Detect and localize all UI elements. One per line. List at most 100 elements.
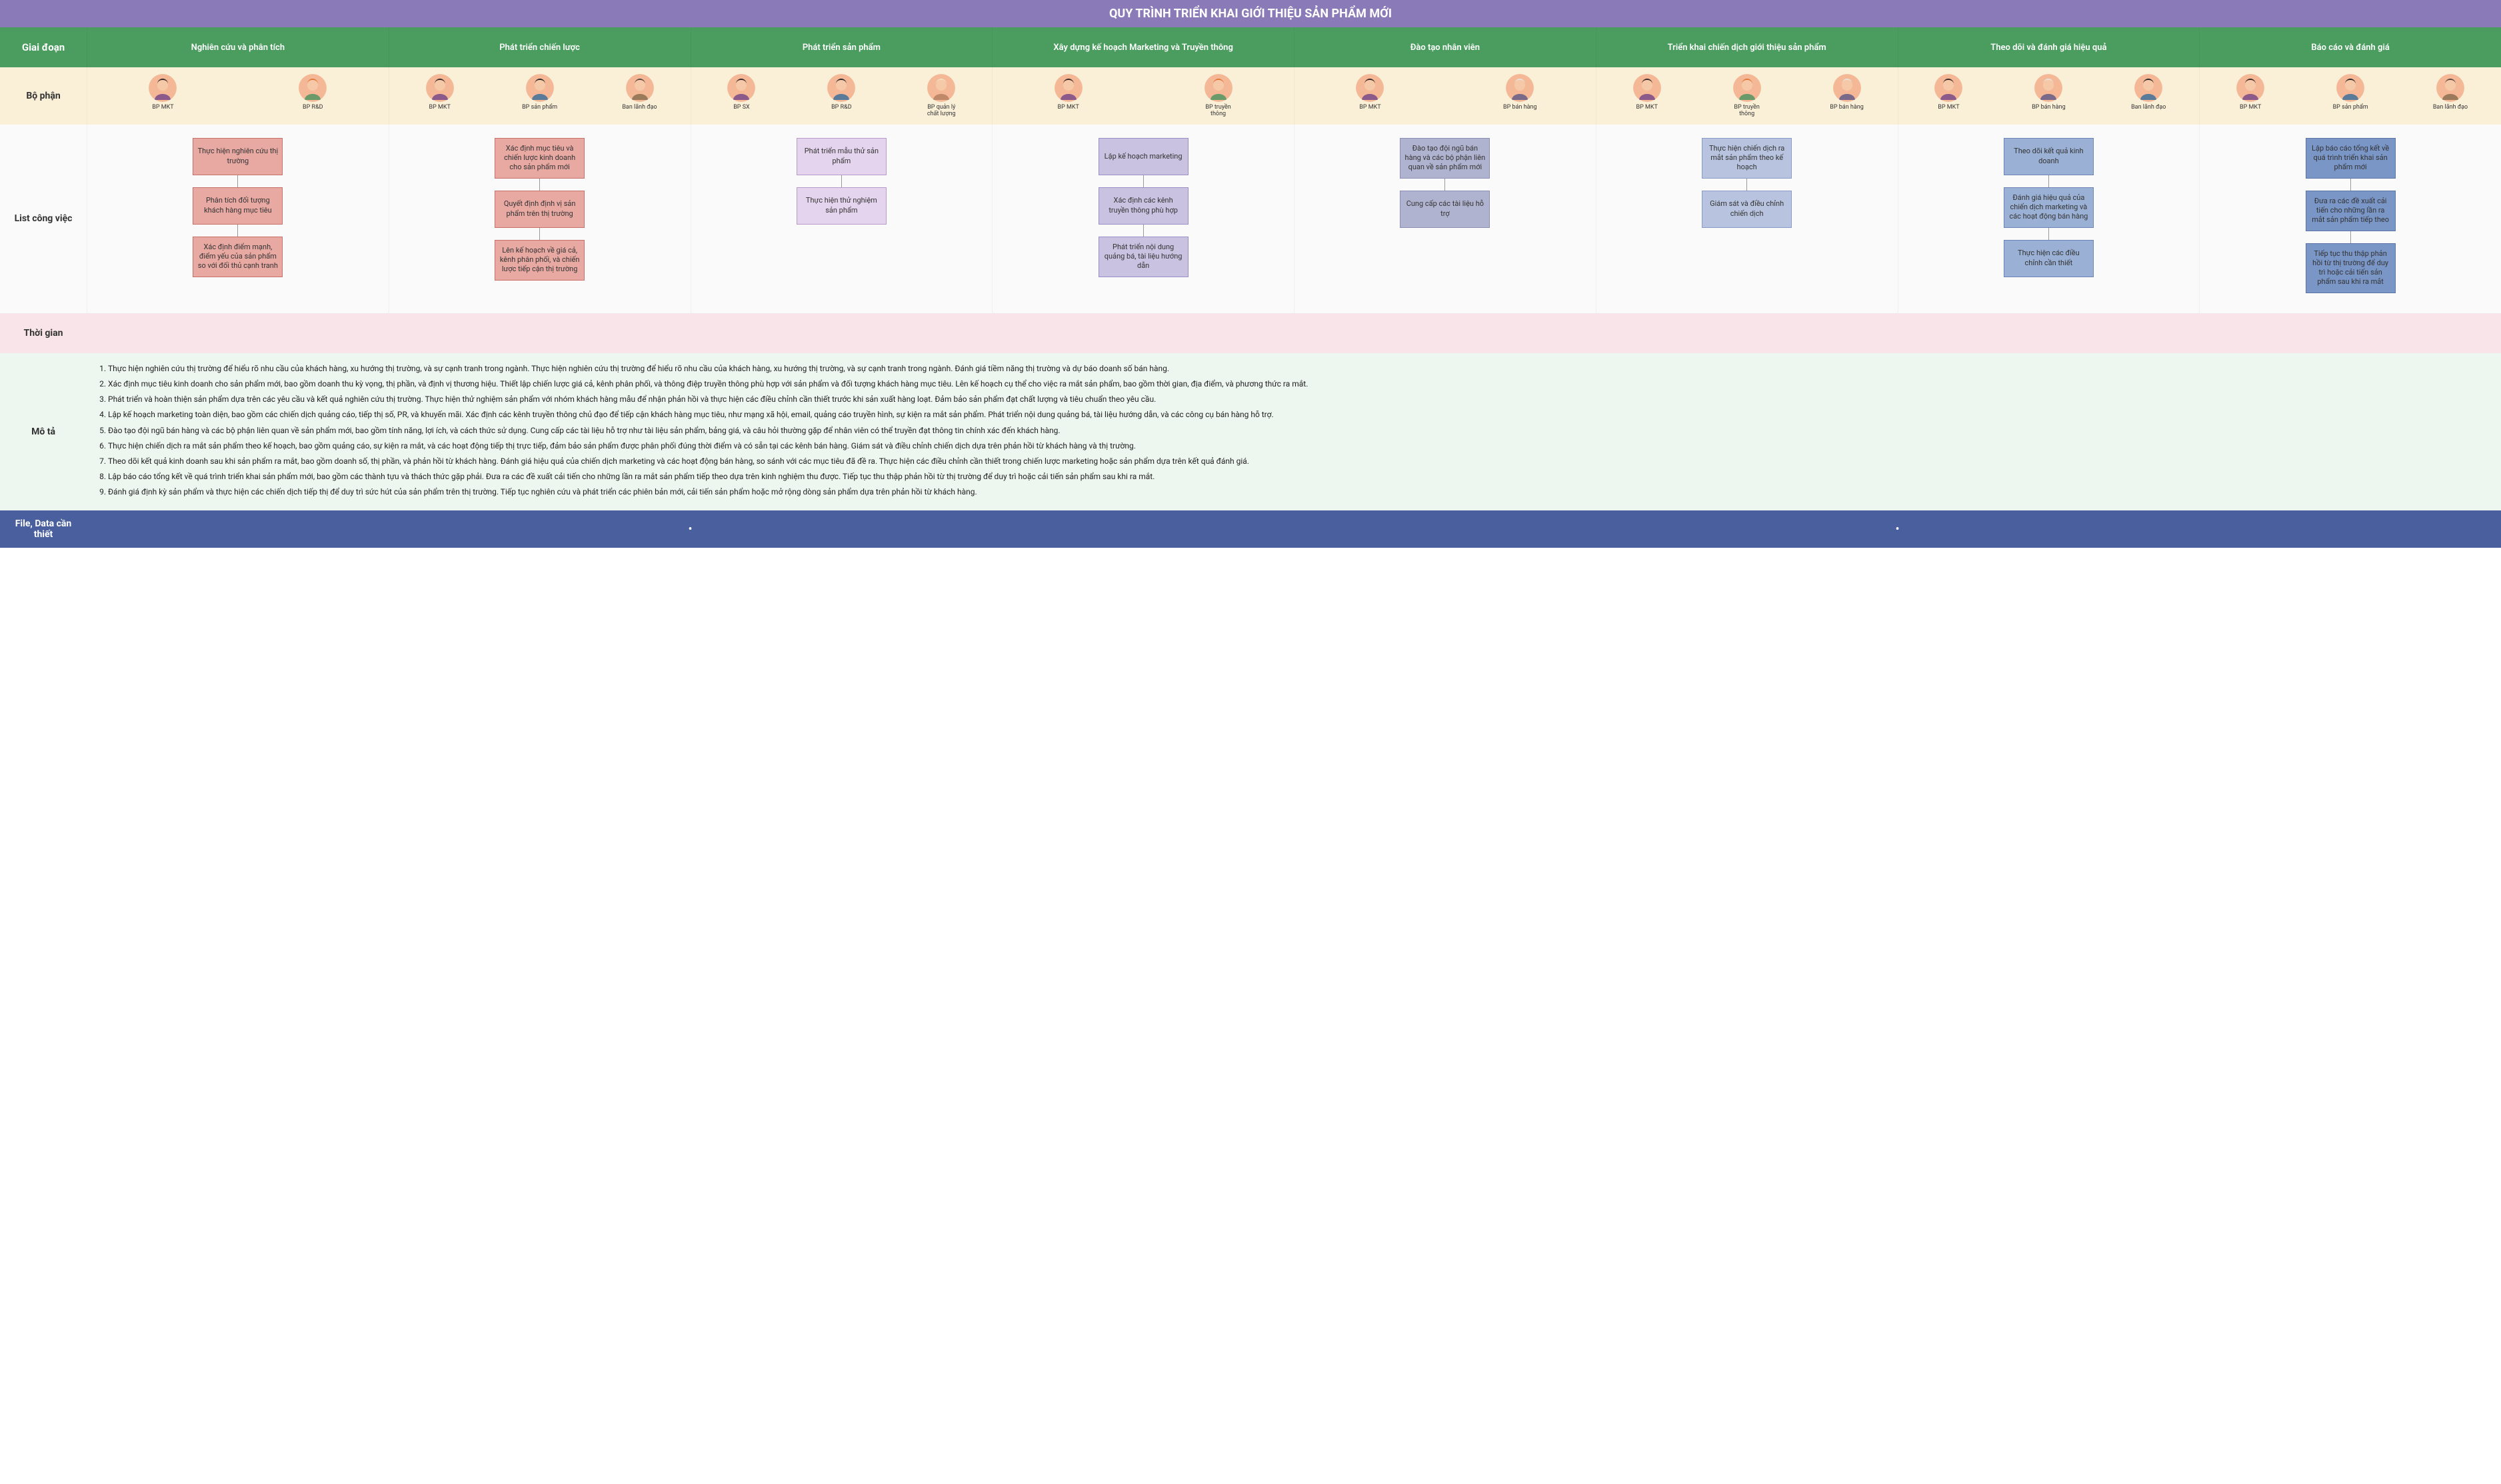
dept-label: BP MKT xyxy=(1359,105,1380,111)
avatar-icon xyxy=(426,74,454,102)
description-item: Lập kế hoạch marketing toàn diện, bao gồ… xyxy=(108,408,2488,421)
stage-header: Nghiên cứu và phân tích xyxy=(87,27,389,67)
dept-avatar: BP MKT xyxy=(1049,74,1089,111)
tasks-cell: Đào tạo đội ngũ bán hàng và các bộ phận … xyxy=(1294,125,1596,313)
tasks-cell: Theo dõi kết quả kinh doanhĐánh giá hiệu… xyxy=(1898,125,2200,313)
task-box: Thực hiện các điều chỉnh cần thiết xyxy=(2004,240,2094,277)
connector-line xyxy=(539,228,540,240)
dept-label: BP MKT xyxy=(1636,105,1658,111)
dept-label: BP truyền thông xyxy=(1199,105,1239,118)
connector-line xyxy=(1746,179,1747,191)
avatar-icon xyxy=(2134,74,2162,102)
avatar-icon xyxy=(1934,74,1962,102)
dept-avatar: Ban lãnh đạo xyxy=(2430,74,2470,111)
dept-avatar: BP R&D xyxy=(293,74,333,111)
stage-header: Xây dựng kế hoạch Marketing và Truyền th… xyxy=(992,27,1294,67)
task-box: Thực hiện nghiên cứu thị trường xyxy=(193,138,283,175)
dept-label: BP MKT xyxy=(1938,105,1959,111)
row-label-dept: Bộ phận xyxy=(0,67,87,125)
avatar-icon xyxy=(626,74,654,102)
tasks-cell: Thực hiện chiến dịch ra mắt sản phẩm the… xyxy=(1596,125,1898,313)
task-box: Phát triển mẫu thử sản phẩm xyxy=(797,138,887,175)
connector-line xyxy=(1143,175,1144,187)
dept-cell: BP MKT BP sản phẩm Ban lãnh đạo xyxy=(2199,67,2501,125)
avatar-icon xyxy=(1055,74,1083,102)
row-label-time: Thời gian xyxy=(0,313,87,353)
tasks-cell: Phát triển mẫu thử sản phẩm Thực hiện thử… xyxy=(691,125,993,313)
dept-cell: BP MKT BP sản phẩm Ban lãnh đạo xyxy=(389,67,691,125)
time-row: Thời gian xyxy=(0,313,2501,353)
stage-header: Phát triển chiến lược xyxy=(389,27,691,67)
dept-label: BP MKT xyxy=(152,105,173,111)
stage-header: Đào tạo nhân viên xyxy=(1294,27,1596,67)
tasks-row: List công việc Thực hiện nghiên cứu thị … xyxy=(0,125,2501,313)
task-box: Đào tạo đội ngũ bán hàng và các bộ phận … xyxy=(1400,138,1490,179)
avatar-icon xyxy=(526,74,554,102)
avatar-icon xyxy=(1633,74,1661,102)
avatar-icon xyxy=(727,74,755,102)
files-row: File, Data cần thiết •• xyxy=(0,510,2501,548)
dept-avatar: BP SX xyxy=(721,74,761,111)
process-diagram: QUY TRÌNH TRIỂN KHAI GIỚI THIỆU SẢN PHẨM… xyxy=(0,0,2501,548)
dept-label: BP sản phẩm xyxy=(2333,105,2368,111)
task-box: Cung cấp các tài liệu hỗ trợ xyxy=(1400,191,1490,228)
connector-line xyxy=(2350,179,2351,191)
connector-line xyxy=(237,175,238,187)
description-list: Thực hiện nghiên cứu thị trường để hiểu … xyxy=(93,363,2488,499)
description-item: Thực hiện chiến dịch ra mắt sản phẩm the… xyxy=(108,440,2488,452)
task-box: Đưa ra các đề xuất cải tiến cho những lầ… xyxy=(2306,191,2396,231)
dept-label: BP MKT xyxy=(1057,105,1079,111)
row-label-files: File, Data cần thiết xyxy=(0,510,87,548)
dept-label: BP bán hàng xyxy=(2032,105,2066,111)
dept-avatar: BP MKT xyxy=(2230,74,2270,111)
avatar-icon xyxy=(1733,74,1761,102)
task-box: Quyết định định vị sản phẩm trên thị trư… xyxy=(495,191,585,228)
avatar-icon xyxy=(827,74,855,102)
task-box: Giám sát và điều chỉnh chiến dịch xyxy=(1702,191,1792,228)
dept-label: BP bán hàng xyxy=(1830,105,1864,111)
task-box: Theo dõi kết quả kinh doanh xyxy=(2004,138,2094,175)
dept-cell: BP MKT BP truyền thông xyxy=(992,67,1294,125)
description-item: Phát triển và hoàn thiện sản phẩm dựa tr… xyxy=(108,393,2488,406)
dept-avatar: BP sản phẩm xyxy=(2330,74,2370,111)
avatar-icon xyxy=(2034,74,2062,102)
stage-header: Triển khai chiến dịch giới thiệu sản phẩ… xyxy=(1596,27,1898,67)
avatar-icon xyxy=(2336,74,2364,102)
tasks-cell: Thực hiện nghiên cứu thị trường Phân tích… xyxy=(87,125,389,313)
dept-cell: BP MKT BP truyền thông BP bán hàng xyxy=(1596,67,1898,125)
desc-row: Mô tả Thực hiện nghiên cứu thị trường để… xyxy=(0,353,2501,511)
connector-line xyxy=(1444,179,1445,191)
task-box: Thực hiện thử nghiệm sản phẩm xyxy=(797,187,887,225)
dept-avatar: BP MKT xyxy=(1627,74,1667,111)
dept-label: BP SX xyxy=(733,105,750,111)
dept-label: Ban lãnh đạo xyxy=(2433,105,2468,111)
dept-avatar: BP MKT xyxy=(1350,74,1390,111)
dept-avatar: BP truyền thông xyxy=(1199,74,1239,118)
row-label-tasks: List công việc xyxy=(0,125,87,313)
description-item: Lập báo cáo tổng kết về quá trình triển … xyxy=(108,470,2488,483)
task-box: Phát triển nội dung quảng bá, tài liệu h… xyxy=(1099,237,1189,277)
file-placeholder-dot: • xyxy=(688,522,692,536)
dept-label: BP MKT xyxy=(2240,105,2261,111)
tasks-cell: Lập báo cáo tổng kết về quá trình triển … xyxy=(2199,125,2501,313)
connector-line xyxy=(2350,231,2351,243)
tasks-cell: Lập kế hoạch marketingXác định các kênh … xyxy=(992,125,1294,313)
dept-label: Ban lãnh đạo xyxy=(2131,105,2166,111)
task-box: Lên kế hoạch về giá cả, kênh phân phối, … xyxy=(495,240,585,281)
avatar-icon xyxy=(149,74,177,102)
dept-label: BP R&D xyxy=(831,105,852,111)
task-box: Phân tích đối tượng khách hàng mục tiêu xyxy=(193,187,283,225)
connector-line xyxy=(841,175,842,187)
description-item: Theo dõi kết quả kinh doanh sau khi sản … xyxy=(108,455,2488,468)
task-box: Lập báo cáo tổng kết về quá trình triển … xyxy=(2306,138,2396,179)
stages-row: Giai đoạn Nghiên cứu và phân tíchPhát tr… xyxy=(0,27,2501,67)
tasks-cell: Xác định mục tiêu và chiến lược kinh doa… xyxy=(389,125,691,313)
avatar-icon xyxy=(927,74,955,102)
dept-label: BP quản lý chất lượng xyxy=(921,105,961,118)
connector-line xyxy=(2048,228,2049,240)
connector-line xyxy=(1143,225,1144,237)
dept-avatar: Ban lãnh đạo xyxy=(2128,74,2168,111)
dept-avatar: BP bán hàng xyxy=(2028,74,2068,111)
dept-row: Bộ phận BP MKT BP R&D BP MKT BP sản phẩm… xyxy=(0,67,2501,125)
stage-header: Báo cáo và đánh giá xyxy=(2199,27,2501,67)
